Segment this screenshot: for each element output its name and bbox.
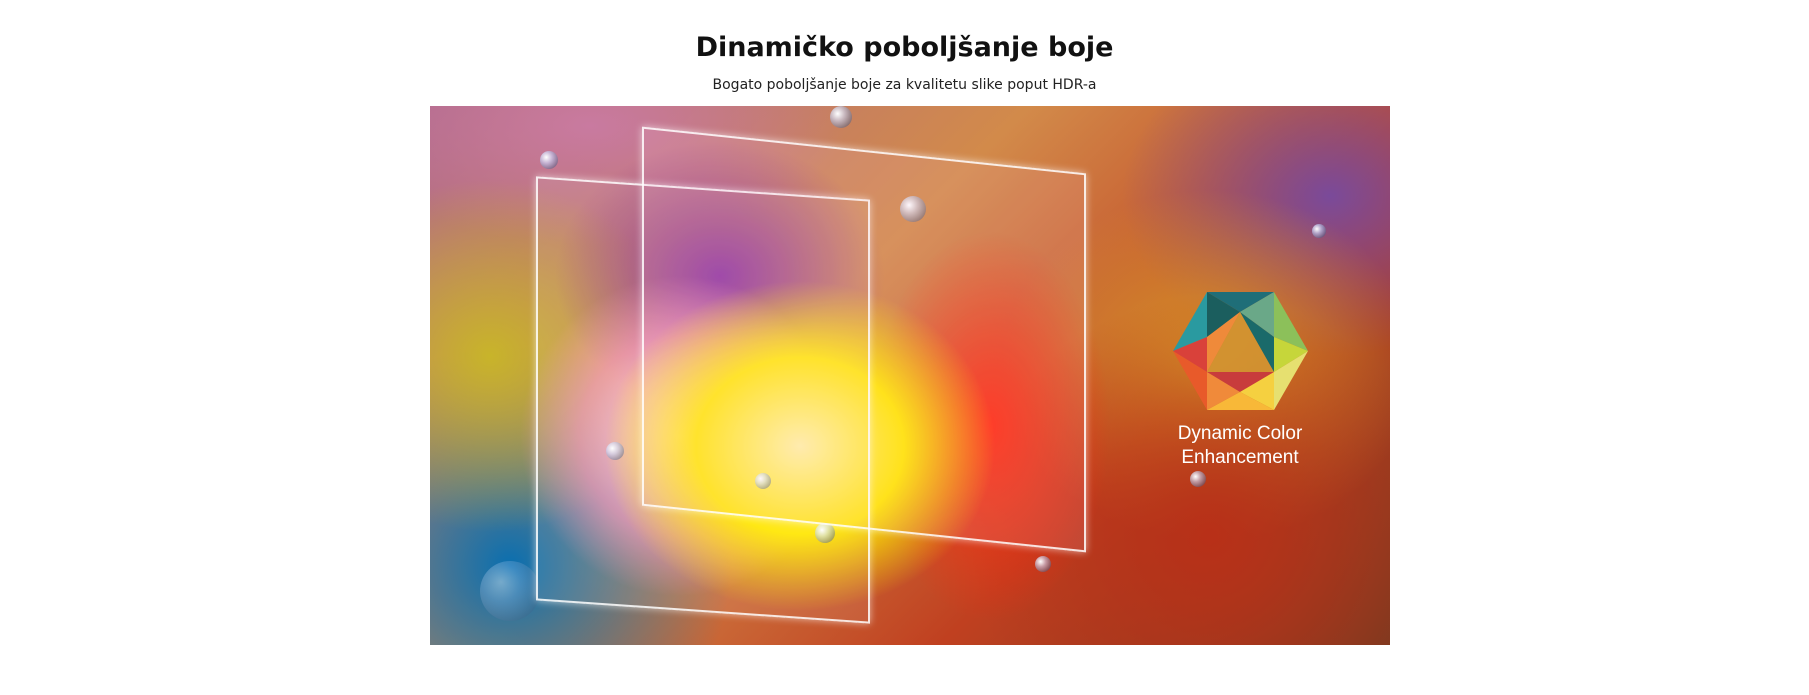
logo-text: Dynamic Color Enhancement: [1130, 422, 1350, 470]
logo-text-line1: Dynamic Color: [1177, 423, 1303, 444]
bubble: [755, 473, 771, 489]
bubble: [815, 523, 835, 543]
section-title: Dinamičko poboljšanje boje: [695, 32, 1114, 63]
bubble: [830, 106, 852, 128]
dynamic-color-enhancement-image: Dynamic Color Enhancement: [430, 106, 1390, 645]
bubble: [480, 561, 540, 621]
bubble: [1035, 556, 1051, 572]
bubble: [900, 196, 926, 222]
bubble: [540, 151, 558, 169]
screen-panel-front: [642, 126, 1086, 553]
logo-text-line2: Enhancement: [1181, 447, 1299, 468]
section-subtitle: Bogato poboljšanje boje za kvalitetu sli…: [712, 77, 1097, 93]
bubble: [606, 442, 624, 460]
hexagon-color-triangle-icon: [1173, 292, 1308, 410]
bubble: [1190, 471, 1206, 487]
bubble: [1312, 224, 1326, 238]
